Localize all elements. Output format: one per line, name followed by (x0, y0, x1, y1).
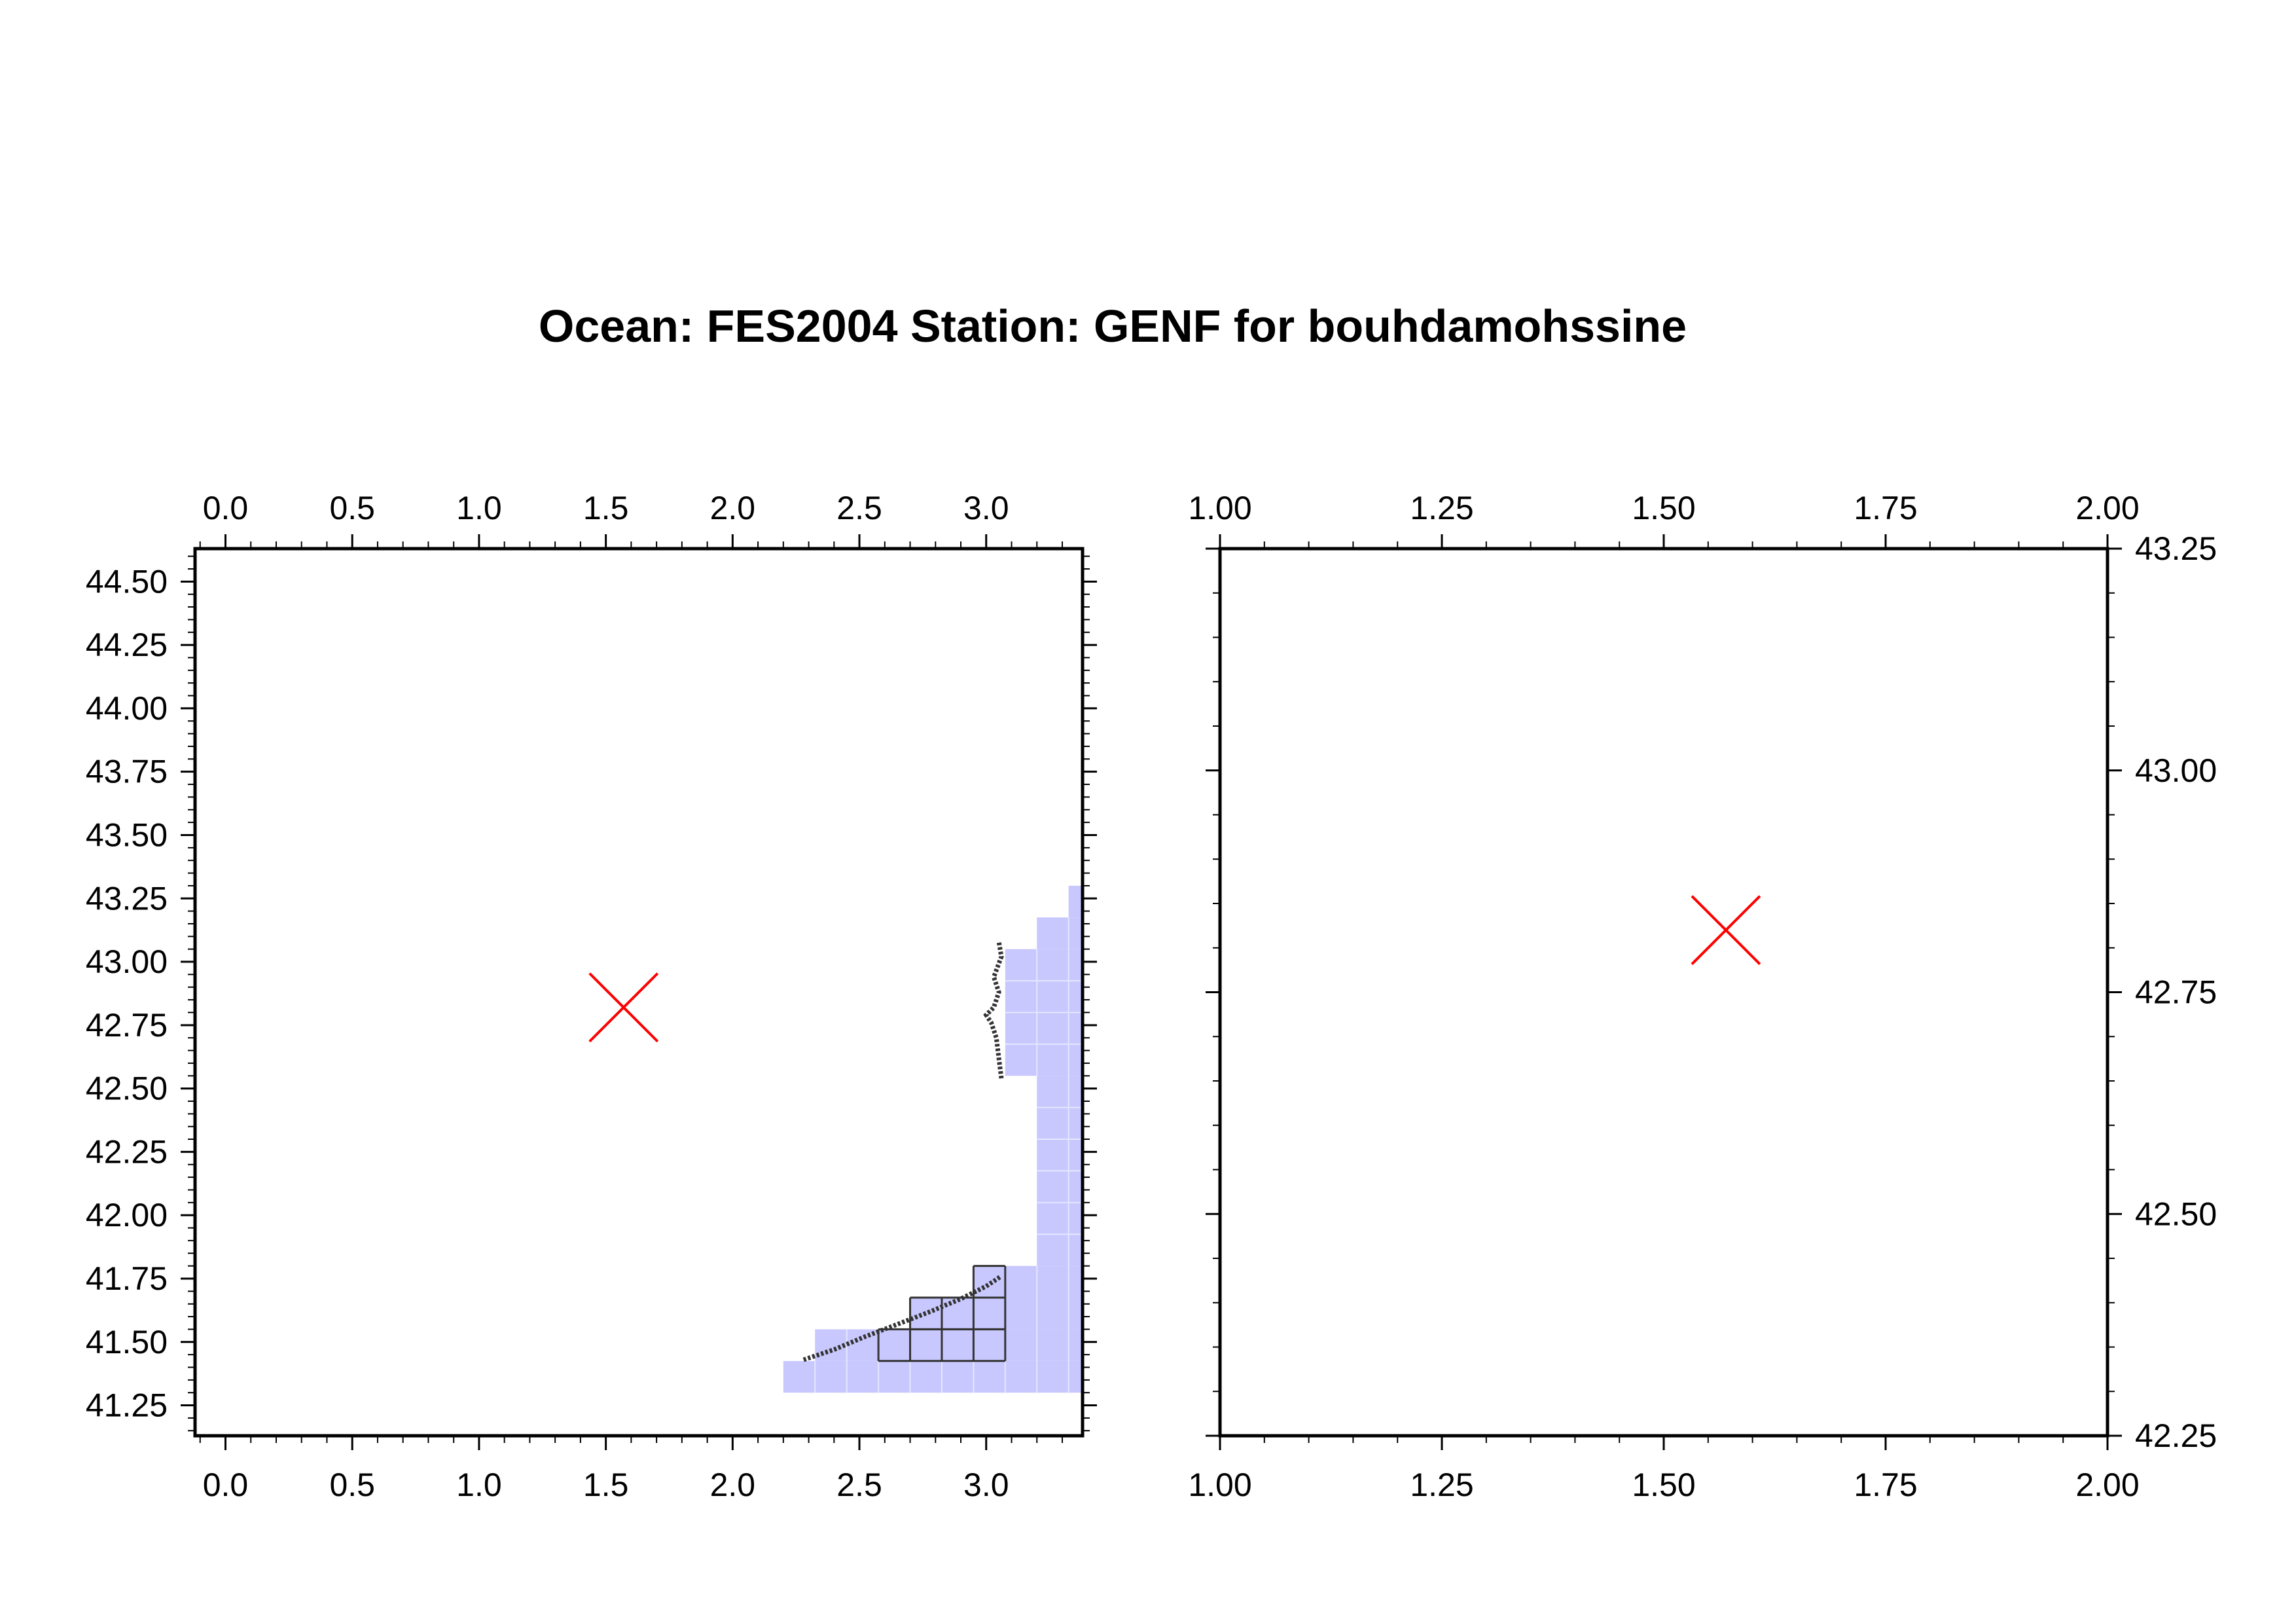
station-cross-stroke (1691, 895, 1761, 966)
map-frame (193, 547, 1085, 1438)
y-tick-label: 42.75 (86, 1007, 168, 1044)
x-tick-label: 1.50 (1632, 1467, 1695, 1503)
map-frame (1218, 547, 2109, 1438)
y-tick-label: 43.50 (86, 816, 168, 853)
x-tick-label: 1.5 (583, 490, 629, 526)
x-tick-label: 0.0 (203, 1467, 249, 1503)
coastline-path (983, 941, 1004, 1079)
y-tick-label: 42.25 (86, 1133, 168, 1170)
ocean-cell-block (1037, 917, 1082, 949)
x-tick-label: 1.25 (1410, 1467, 1473, 1503)
ocean-grid-cells (783, 885, 1082, 1393)
left-map-frame (193, 547, 1085, 1438)
x-tick-label: 1.75 (1854, 1467, 1917, 1503)
x-tick-label: 2.5 (836, 1467, 882, 1503)
x-tick-label: 3.0 (963, 1467, 1009, 1503)
y-tick-label: 43.25 (86, 880, 168, 917)
y-tick-label: 41.75 (86, 1260, 168, 1297)
y-tick-label: 44.25 (86, 627, 168, 663)
left-map-panel: 0.0 0.0 0.5 0.5 1.0 1.0 1.5 1.5 2.0 2.0 2.5 2.5 3.0 3… (86, 490, 1097, 1503)
x-tick-label: 1.75 (1854, 490, 1917, 526)
station-cross-stroke (588, 972, 659, 1043)
y-tick-label: 41.25 (86, 1387, 168, 1424)
y-tick-label: 43.00 (2135, 752, 2217, 789)
x-tick-label: 2.0 (710, 490, 756, 526)
y-tick-label: 42.25 (2135, 1417, 2217, 1454)
x-tick-label: 2.0 (710, 1467, 756, 1503)
x-tick-label: 1.50 (1632, 490, 1695, 526)
y-tick-label: 43.75 (86, 754, 168, 790)
coastline (802, 941, 1007, 1362)
ocean-cell-block (1068, 885, 1082, 918)
y-tick-label: 42.75 (2135, 974, 2217, 1011)
ocean-cell-block (910, 1298, 1082, 1330)
x-tick-label: 2.00 (2075, 490, 2139, 526)
ocean-cell-block (815, 1329, 1082, 1361)
y-tick-label: 44.50 (86, 563, 168, 600)
right-map-ticks: 1.00 1.00 1.25 1.25 1.50 1.50 1.75 1.75 2.00 2.00… (1188, 490, 2217, 1503)
x-tick-label: 2.5 (836, 490, 882, 526)
x-tick-label: 3.0 (963, 490, 1009, 526)
right-map-frame (1218, 547, 2109, 1438)
station-marker (1691, 895, 1761, 966)
x-tick-label: 0.5 (329, 490, 375, 526)
y-tick-label: 43.25 (2135, 530, 2217, 567)
x-tick-label: 0.5 (329, 1467, 375, 1503)
x-tick-label: 1.0 (456, 490, 502, 526)
y-tick-label: 44.00 (86, 690, 168, 727)
y-tick-label: 42.50 (2135, 1195, 2217, 1232)
y-tick-label: 42.50 (86, 1070, 168, 1107)
left-map-ticks: 0.0 0.0 0.5 0.5 1.0 1.0 1.5 1.5 2.0 2.0 2.5 2.5 3.0 3… (86, 490, 1097, 1503)
coastline-path (802, 1274, 1003, 1362)
x-tick-label: 1.25 (1410, 490, 1473, 526)
x-tick-label: 1.00 (1188, 490, 1251, 526)
right-map-panel: 1.00 1.00 1.25 1.25 1.50 1.50 1.75 1.75 2.00 2.00… (1188, 490, 2217, 1503)
x-tick-label: 0.0 (203, 490, 249, 526)
y-tick-label: 43.00 (86, 943, 168, 980)
x-tick-label: 1.5 (583, 1467, 629, 1503)
ocean-cell-block (783, 1360, 1082, 1393)
x-tick-label: 1.00 (1188, 1467, 1251, 1503)
x-tick-label: 2.00 (2075, 1467, 2139, 1503)
x-tick-label: 1.0 (456, 1467, 502, 1503)
y-tick-label: 42.00 (86, 1197, 168, 1233)
y-tick-label: 41.50 (86, 1324, 168, 1360)
page-title: Ocean: FES2004 Station: GENF for bouhdam… (538, 301, 1687, 352)
station-marker (588, 972, 659, 1043)
